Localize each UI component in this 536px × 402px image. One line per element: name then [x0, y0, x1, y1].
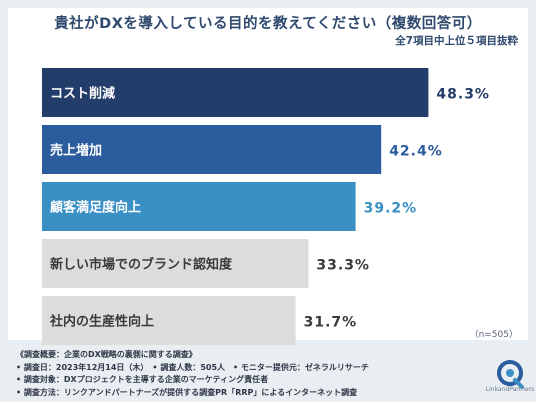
value-label-1: 42.4%: [389, 144, 443, 160]
bar-4: [42, 296, 296, 345]
bar-1: [42, 125, 382, 174]
sample-size-label: （n=505）: [469, 330, 518, 340]
bar-0: [42, 68, 429, 117]
value-label-2: 39.2%: [364, 201, 418, 217]
bar-label-2: 顧客満足度向上: [50, 200, 141, 216]
bar-label-1: 売上増加: [50, 143, 102, 159]
footnote-method: • 調査方法：リンクアンドパートナーズが提供する調査PR「RRP」によるインター…: [16, 387, 358, 397]
bar-label-0: コスト削減: [50, 86, 115, 102]
survey-footnotes: 《調査概要：企業のDX戦略の裏側に関する調査》 • 調査日：2023年12月14…: [16, 349, 456, 399]
footnote-heading: 《調査概要：企業のDX戦略の裏側に関する調査》: [16, 350, 197, 359]
chart-title: 貴社がDXを導入している目的を教えてください（複数回答可）: [54, 16, 482, 32]
footnote-date: • 調査日：2023年12月14日（木） • 調査人数：505人 • モニター提…: [16, 362, 369, 372]
link-and-partners-logo-icon: [497, 360, 524, 389]
footnote-target: • 調査対象：DXプロジェクトを主導する企業のマーケティング責任者: [16, 375, 269, 384]
value-label-4: 31.7%: [304, 315, 358, 331]
logo-text: LinkandPartners: [485, 386, 535, 393]
bar-3: [42, 239, 309, 288]
chart-subtitle: 全7項目中上位５項目抜粋: [395, 35, 518, 47]
bar-label-3: 新しい市場でのブランド認知度: [50, 257, 233, 273]
value-label-0: 48.3%: [436, 87, 490, 103]
value-label-3: 33.3%: [316, 258, 370, 274]
bar-label-4: 社内の生産性向上: [49, 314, 154, 330]
bar-2: [42, 182, 356, 231]
